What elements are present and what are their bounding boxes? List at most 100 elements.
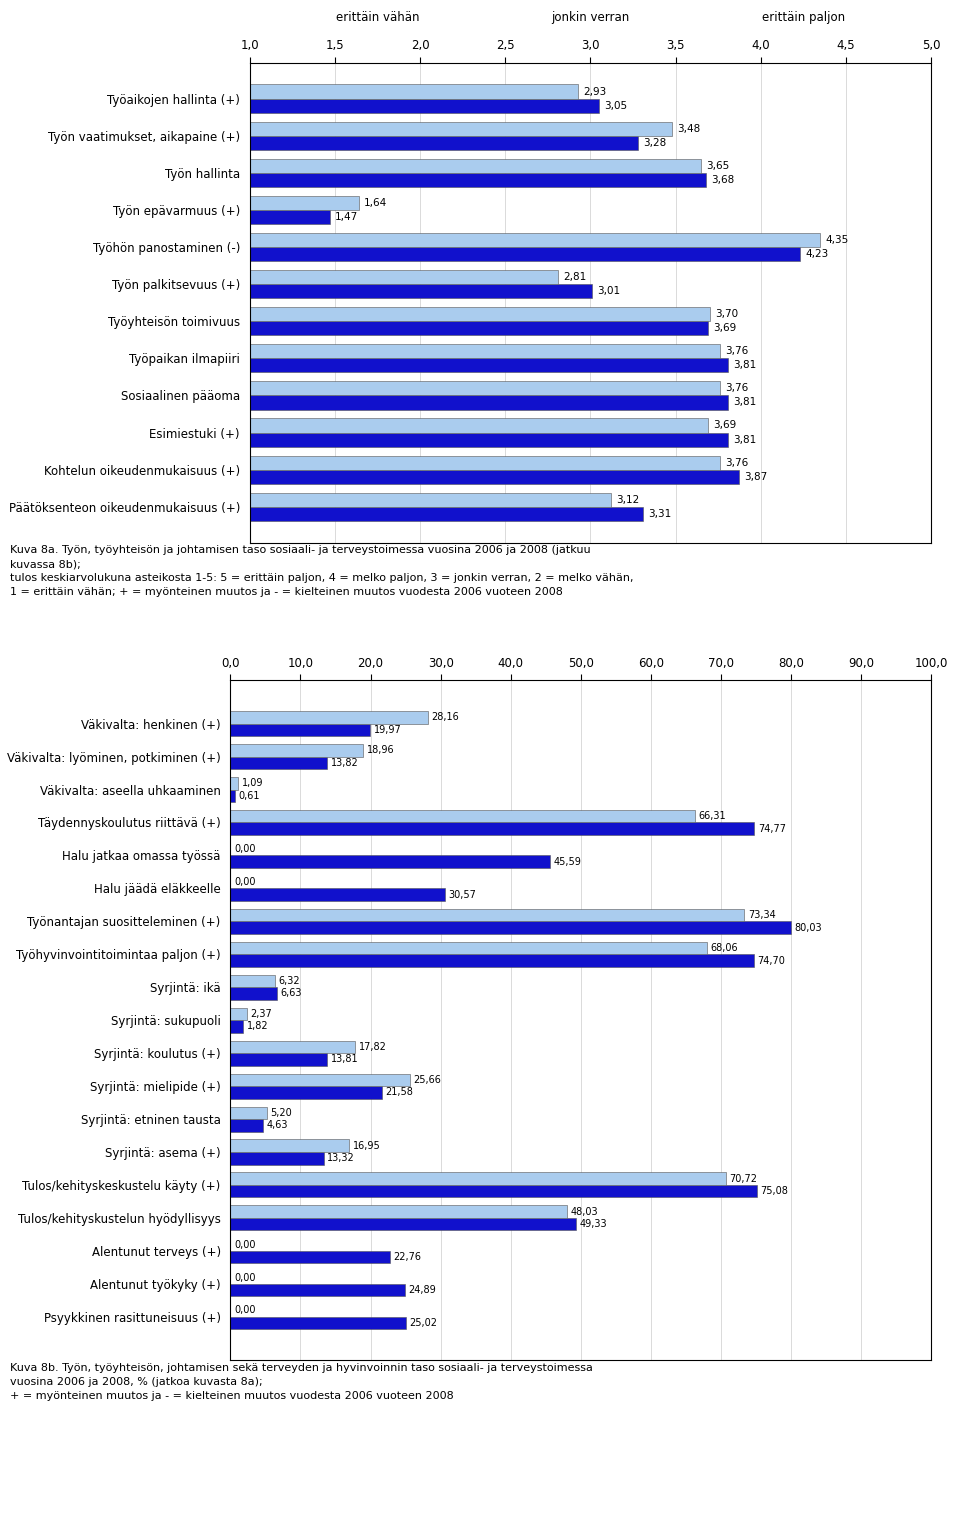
Text: 4,23: 4,23 [805,248,828,259]
Text: 19: 19 [900,1482,922,1498]
Bar [80,233,821,247]
Text: 3,65: 3,65 [707,161,730,170]
Text: 25,02: 25,02 [409,1318,437,1328]
Bar [230,1007,247,1019]
Text: 0,00: 0,00 [234,1306,255,1315]
Text: 3,76: 3,76 [725,457,748,468]
Text: 49,33: 49,33 [580,1219,608,1229]
Bar [230,909,744,921]
Bar [80,345,720,359]
Text: 1,64: 1,64 [364,198,387,208]
Text: 3,01: 3,01 [597,287,620,296]
Text: 3,81: 3,81 [733,360,756,371]
Text: 25,66: 25,66 [414,1075,442,1085]
Text: 68,06: 68,06 [710,943,738,954]
Bar [80,455,720,469]
Text: 0,00: 0,00 [234,1272,255,1283]
Bar [230,1217,576,1231]
Text: 2,93: 2,93 [584,86,607,97]
Bar [80,492,611,507]
Bar [230,757,327,770]
Bar [230,1119,263,1131]
Bar [80,173,707,187]
Bar [230,1283,405,1297]
Text: 1,47: 1,47 [335,212,358,222]
Bar [230,744,363,757]
Bar [80,507,643,521]
Bar [230,711,428,724]
Bar [80,284,592,299]
Text: erittäin vähän: erittäin vähän [336,11,420,25]
Text: 3,81: 3,81 [733,434,756,445]
Text: 18,96: 18,96 [367,745,395,756]
Text: 2,81: 2,81 [564,271,587,282]
Bar [80,247,800,261]
Text: 3,12: 3,12 [616,495,639,504]
Bar [230,1053,327,1065]
Bar [80,196,359,210]
Bar [230,1073,410,1085]
Bar [230,1151,324,1165]
Text: 2,37: 2,37 [251,1009,273,1019]
Text: 4,63: 4,63 [266,1121,288,1130]
Text: 73,34: 73,34 [748,911,776,920]
Text: 13,82: 13,82 [331,757,358,768]
Bar [230,1251,390,1263]
Text: 0,00: 0,00 [234,877,255,888]
Text: 3,69: 3,69 [713,420,736,431]
Bar [80,382,720,396]
Bar [230,1107,267,1119]
Text: 0,00: 0,00 [234,1240,255,1249]
Text: 0,61: 0,61 [238,791,259,800]
Bar [230,855,550,868]
Text: 1,82: 1,82 [247,1021,268,1032]
Text: 3,28: 3,28 [643,138,666,147]
Text: 16,95: 16,95 [352,1141,380,1151]
Text: 66,31: 66,31 [699,811,726,822]
Bar [230,1085,382,1099]
Bar [80,396,729,409]
Text: 1,09: 1,09 [242,779,263,788]
Text: 3,70: 3,70 [715,310,738,319]
Text: 0,00: 0,00 [234,845,255,854]
Bar [230,789,234,802]
Text: 19,97: 19,97 [373,725,401,734]
Bar [230,987,276,1000]
Bar [230,1185,756,1197]
Text: 80,03: 80,03 [795,923,823,932]
Text: 4,35: 4,35 [826,235,849,245]
Bar [230,1019,243,1033]
Bar [230,954,754,967]
Bar [230,809,695,823]
Bar [230,1205,567,1217]
Bar [230,888,444,901]
Text: 22,76: 22,76 [394,1252,421,1262]
Bar [230,777,238,789]
Text: 30,57: 30,57 [448,889,476,900]
Text: 74,70: 74,70 [757,955,785,966]
Bar [80,210,329,224]
Text: 3,31: 3,31 [648,509,672,518]
Text: 74,77: 74,77 [757,823,786,834]
Text: Kuva 8a. Työn, työyhteisön ja johtamisen taso sosiaali- ja terveystoimessa vuosi: Kuva 8a. Työn, työyhteisön ja johtamisen… [10,546,633,598]
Text: 3,76: 3,76 [725,346,748,356]
Bar [230,1317,406,1329]
Text: 28,16: 28,16 [431,713,459,722]
Bar [80,136,638,150]
Bar [230,921,791,934]
Text: 3,81: 3,81 [733,397,756,408]
Bar [230,724,371,736]
Text: 48,03: 48,03 [570,1206,598,1217]
Text: 3,68: 3,68 [711,175,734,185]
Bar [80,419,708,432]
Bar [80,469,738,484]
Text: 3,87: 3,87 [744,472,767,481]
Bar [80,307,709,322]
Text: 3,05: 3,05 [604,101,627,110]
Bar [80,84,579,98]
Bar [230,975,275,987]
Text: 3,69: 3,69 [713,323,736,333]
Bar [230,1139,349,1151]
Text: 3,76: 3,76 [725,383,748,394]
Text: 13,81: 13,81 [330,1055,358,1064]
